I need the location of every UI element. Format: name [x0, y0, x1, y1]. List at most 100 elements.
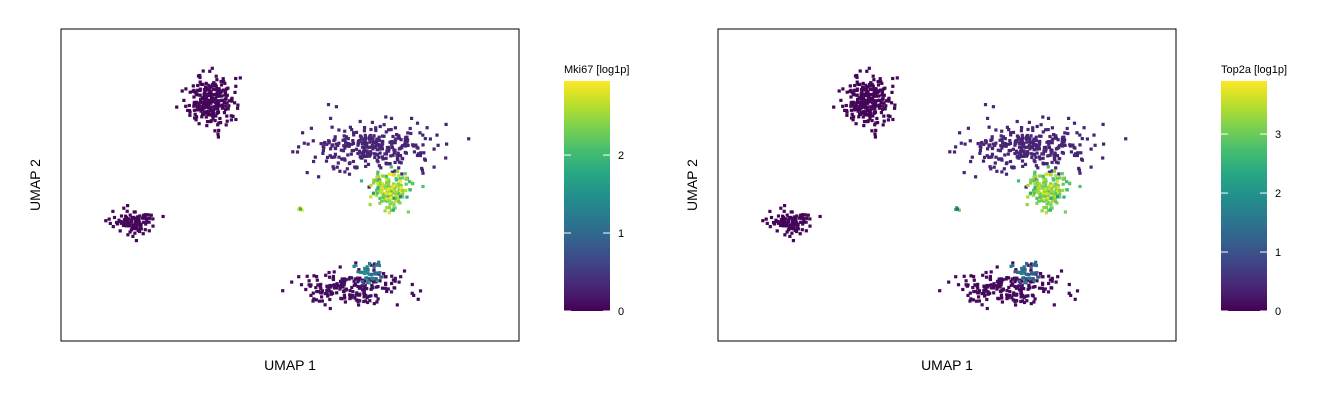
umap-point	[364, 149, 368, 153]
umap-point	[216, 92, 220, 96]
umap-point	[385, 205, 389, 210]
umap-point	[358, 139, 362, 144]
umap-point	[395, 169, 400, 173]
umap-point	[352, 131, 356, 135]
umap-point	[1022, 300, 1027, 305]
umap-point	[320, 299, 324, 303]
umap-point	[1038, 174, 1042, 178]
umap-point	[358, 119, 362, 124]
umap-points	[761, 66, 1128, 311]
umap-point	[376, 173, 380, 177]
umap-point	[369, 150, 373, 154]
umap-point	[1039, 123, 1043, 127]
umap-point	[1027, 284, 1031, 288]
umap-point	[367, 185, 371, 189]
umap-point	[423, 137, 427, 141]
umap-point	[362, 154, 366, 159]
umap-point	[320, 289, 325, 293]
umap-point	[363, 126, 367, 130]
umap-point	[343, 170, 347, 174]
umap-point	[791, 217, 795, 221]
umap-point	[1032, 191, 1036, 195]
umap-point	[188, 113, 192, 117]
umap-point	[854, 107, 858, 111]
umap-point	[300, 208, 304, 212]
umap-point	[876, 89, 880, 93]
umap-point	[1043, 162, 1048, 166]
umap-point	[134, 239, 138, 243]
umap-point	[987, 144, 991, 148]
umap-point	[370, 272, 374, 276]
umap-point	[393, 126, 397, 130]
umap-point	[871, 74, 875, 78]
umap-point	[984, 289, 988, 293]
umap-point	[214, 74, 218, 78]
umap-point	[219, 83, 224, 87]
umap-point	[1056, 161, 1060, 165]
umap-point	[1075, 153, 1079, 158]
umap-point	[397, 183, 401, 187]
umap-point	[397, 154, 401, 158]
umap-point	[1031, 141, 1035, 146]
umap-point	[1053, 152, 1057, 156]
umap-point	[383, 199, 387, 203]
umap-point	[1024, 277, 1028, 281]
umap-point	[1063, 131, 1067, 135]
umap-point	[891, 84, 895, 88]
umap-point	[783, 233, 787, 237]
umap-point	[1026, 263, 1030, 267]
umap-point	[397, 134, 401, 138]
umap-point	[1036, 144, 1040, 148]
umap-point	[1022, 265, 1026, 269]
umap-point	[203, 90, 207, 94]
umap-point	[335, 291, 339, 295]
umap-point	[872, 99, 876, 103]
umap-point	[948, 150, 952, 154]
umap-point	[1049, 202, 1053, 206]
umap-point	[954, 207, 958, 212]
umap-point	[995, 265, 999, 269]
umap-point	[1023, 268, 1027, 272]
umap-point	[361, 282, 366, 286]
umap-point	[216, 123, 220, 127]
umap-point	[376, 186, 380, 190]
umap-point	[394, 190, 398, 194]
umap-point	[1021, 154, 1025, 158]
umap-point	[968, 291, 972, 295]
umap-point	[1024, 294, 1028, 298]
colorbar: Mki67 [log1p] 0 1 2	[564, 64, 629, 318]
umap-point	[998, 279, 1002, 283]
umap-point	[1042, 181, 1046, 185]
umap-point	[1053, 158, 1057, 162]
umap-point	[1076, 151, 1080, 155]
umap-point	[319, 291, 323, 295]
umap-point	[343, 296, 347, 300]
umap-point	[877, 106, 881, 110]
umap-point	[418, 289, 423, 293]
umap-point	[219, 121, 223, 125]
umap-point	[374, 128, 378, 133]
umap-point	[395, 303, 399, 307]
umap-point	[795, 229, 799, 234]
umap-point	[141, 232, 145, 236]
umap-point	[1042, 289, 1046, 293]
umap-point	[214, 106, 218, 110]
umap-point	[204, 87, 208, 91]
umap-point	[989, 167, 993, 171]
umap-point	[871, 106, 875, 110]
umap-point	[373, 155, 377, 160]
umap-point	[227, 104, 231, 108]
umap-point	[1037, 188, 1041, 192]
umap-point	[1005, 276, 1009, 280]
umap-point	[142, 216, 146, 220]
umap-point	[1018, 152, 1022, 156]
umap-point	[1001, 144, 1006, 148]
umap-point	[315, 278, 319, 282]
umap-point	[1013, 151, 1017, 155]
umap-point	[880, 93, 884, 97]
umap-point	[986, 292, 990, 296]
umap-point	[415, 153, 420, 158]
umap-point	[305, 274, 309, 278]
umap-point	[880, 81, 884, 85]
umap-point	[202, 88, 206, 92]
